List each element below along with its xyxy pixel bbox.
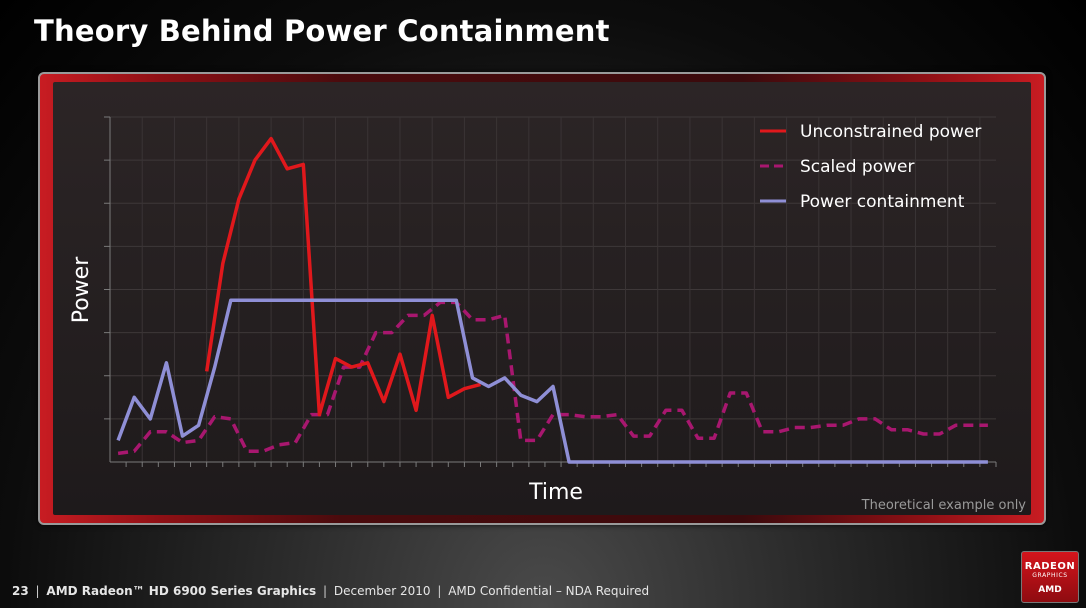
logo-text-radeon: RADEON: [1024, 561, 1076, 572]
footer-product: AMD Radeon™ HD 6900 Series Graphics: [46, 584, 317, 598]
chart-annotation: Theoretical example only: [861, 498, 1027, 513]
series-lines: [116, 136, 988, 464]
footer-separator: |: [437, 584, 442, 598]
footer-date: December 2010: [333, 584, 431, 598]
logo-text-graphics: GRAPHICS: [1032, 572, 1068, 579]
radeon-logo: RADEON GRAPHICS AMD: [1021, 551, 1079, 603]
legend-label-scaled: Scaled power: [800, 157, 914, 177]
footer: 23 | AMD Radeon™ HD 6900 Series Graphics…: [12, 584, 649, 598]
slide-title: Theory Behind Power Containment: [34, 14, 610, 48]
logo-text-amd: AMD: [1038, 585, 1062, 595]
series-line-unconstrained-power: [204, 136, 481, 417]
footer-separator: |: [35, 584, 40, 598]
footer-separator: |: [323, 584, 328, 598]
series-line-scaled-power: [117, 300, 988, 456]
y-axis-label: Power: [69, 256, 94, 323]
legend-label-unconstrained: Unconstrained power: [800, 122, 981, 142]
x-axis-label: Time: [528, 480, 583, 505]
footer-page-number: 23: [12, 584, 29, 598]
legend-label-containment: Power containment: [800, 192, 965, 212]
series-line-power-containment: [116, 298, 988, 464]
grid-lines: [110, 116, 996, 462]
footer-confidential: AMD Confidential – NDA Required: [448, 584, 650, 598]
legend: Unconstrained power Scaled power Power c…: [760, 122, 981, 212]
chart-frame: [38, 72, 1046, 525]
